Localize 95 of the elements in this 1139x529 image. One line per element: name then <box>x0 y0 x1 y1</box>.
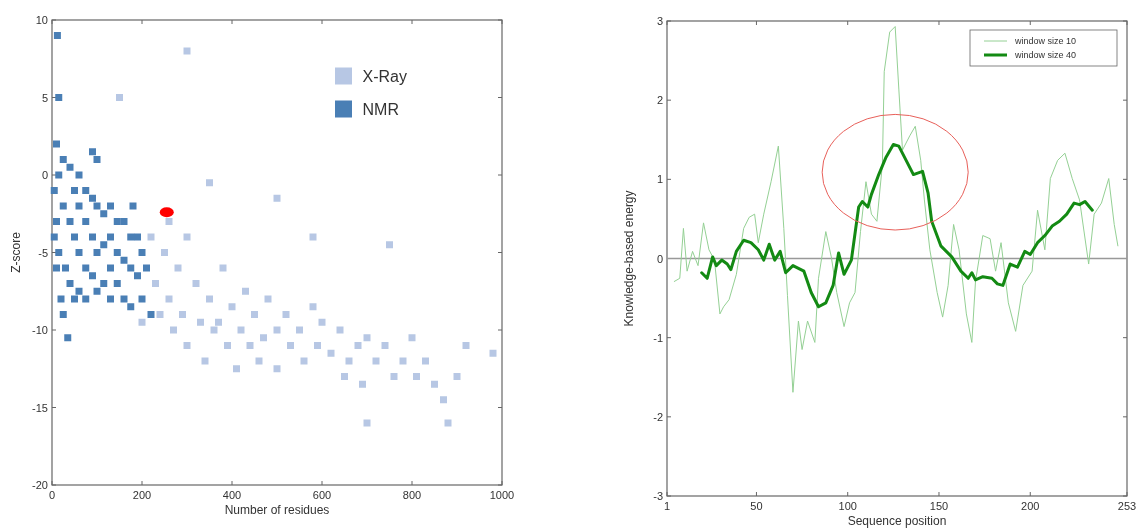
x-axis-title: Sequence position <box>847 514 947 528</box>
legend-label: window size 40 <box>1014 50 1077 60</box>
point <box>93 287 101 295</box>
point <box>93 202 101 210</box>
point <box>127 303 135 311</box>
x-tick-label: 600 <box>312 489 332 501</box>
point <box>100 210 108 218</box>
point <box>66 218 74 225</box>
point <box>120 218 128 225</box>
point <box>120 256 128 264</box>
point <box>71 295 78 303</box>
y-tick-label: 5 <box>41 91 48 104</box>
y-tick-label: -20 <box>32 479 48 491</box>
point <box>50 233 58 241</box>
point <box>50 187 58 194</box>
x-tick-label: 1000 <box>489 489 515 501</box>
point <box>82 218 90 225</box>
y-tick-label: 0 <box>656 252 663 265</box>
x-tick-label: 253 <box>1117 500 1137 512</box>
point <box>127 233 135 241</box>
point <box>59 202 67 210</box>
y-tick-label: 2 <box>656 94 663 107</box>
x-tick-label: 200 <box>132 489 152 501</box>
x-tick-label: 800 <box>402 489 422 501</box>
point <box>64 334 72 342</box>
point <box>57 295 65 303</box>
y-tick-label: 10 <box>35 14 48 26</box>
x-tick-label: 100 <box>838 500 857 512</box>
x-tick-label: 150 <box>929 500 949 512</box>
point <box>134 233 141 241</box>
point <box>159 207 174 218</box>
point <box>100 280 108 287</box>
point <box>55 249 63 256</box>
point <box>75 171 83 179</box>
point <box>143 264 150 272</box>
point <box>107 264 114 272</box>
point <box>89 272 96 280</box>
point <box>53 32 61 39</box>
point <box>82 295 90 303</box>
point <box>89 233 96 241</box>
line-series <box>673 26 1119 393</box>
point <box>134 272 141 280</box>
point <box>138 249 146 256</box>
point <box>62 264 69 272</box>
legend-label: window size 10 <box>1014 36 1077 46</box>
point <box>82 187 90 194</box>
point <box>113 249 121 256</box>
point <box>93 156 101 163</box>
point <box>66 163 74 171</box>
y-tick-label: 1 <box>656 173 663 186</box>
point <box>107 295 114 303</box>
y-tick-label: -5 <box>38 246 48 259</box>
y-tick-label: -15 <box>32 401 48 414</box>
point <box>66 280 74 287</box>
y-tick-label: -2 <box>653 410 663 423</box>
point <box>59 156 67 163</box>
point <box>89 148 96 156</box>
point <box>53 140 60 148</box>
point <box>107 202 114 210</box>
legend-label: NMR <box>362 101 399 118</box>
y-tick-label: -10 <box>32 324 48 336</box>
point <box>127 264 135 272</box>
point <box>147 311 155 318</box>
y-axis-title: Knowledge-based energy <box>622 190 636 327</box>
point <box>55 171 63 179</box>
x-tick-label: 400 <box>222 489 242 501</box>
point <box>82 264 90 272</box>
point <box>55 94 63 101</box>
point <box>89 194 96 202</box>
point <box>59 311 67 318</box>
point <box>120 295 128 303</box>
x-tick-label: 50 <box>750 500 763 512</box>
y-tick-label: 0 <box>41 169 48 181</box>
point <box>138 295 146 303</box>
point <box>53 218 60 225</box>
point <box>71 187 78 194</box>
line-series <box>700 143 1094 309</box>
point <box>75 287 83 295</box>
point <box>113 218 121 225</box>
point <box>129 202 137 210</box>
point <box>93 249 101 256</box>
point <box>75 249 83 256</box>
point <box>75 202 83 210</box>
x-axis-title: Number of residues <box>224 503 330 517</box>
legend-label: X-Ray <box>362 68 407 85</box>
x-tick-label: 200 <box>1021 500 1040 512</box>
point <box>113 280 121 287</box>
point <box>53 264 60 272</box>
point <box>71 233 78 241</box>
y-tick-label: -3 <box>653 490 663 502</box>
point <box>107 233 114 241</box>
y-tick-label: -1 <box>653 331 663 344</box>
y-axis-title: Z-score <box>9 231 23 273</box>
point <box>100 241 108 249</box>
y-tick-label: 3 <box>656 15 663 27</box>
